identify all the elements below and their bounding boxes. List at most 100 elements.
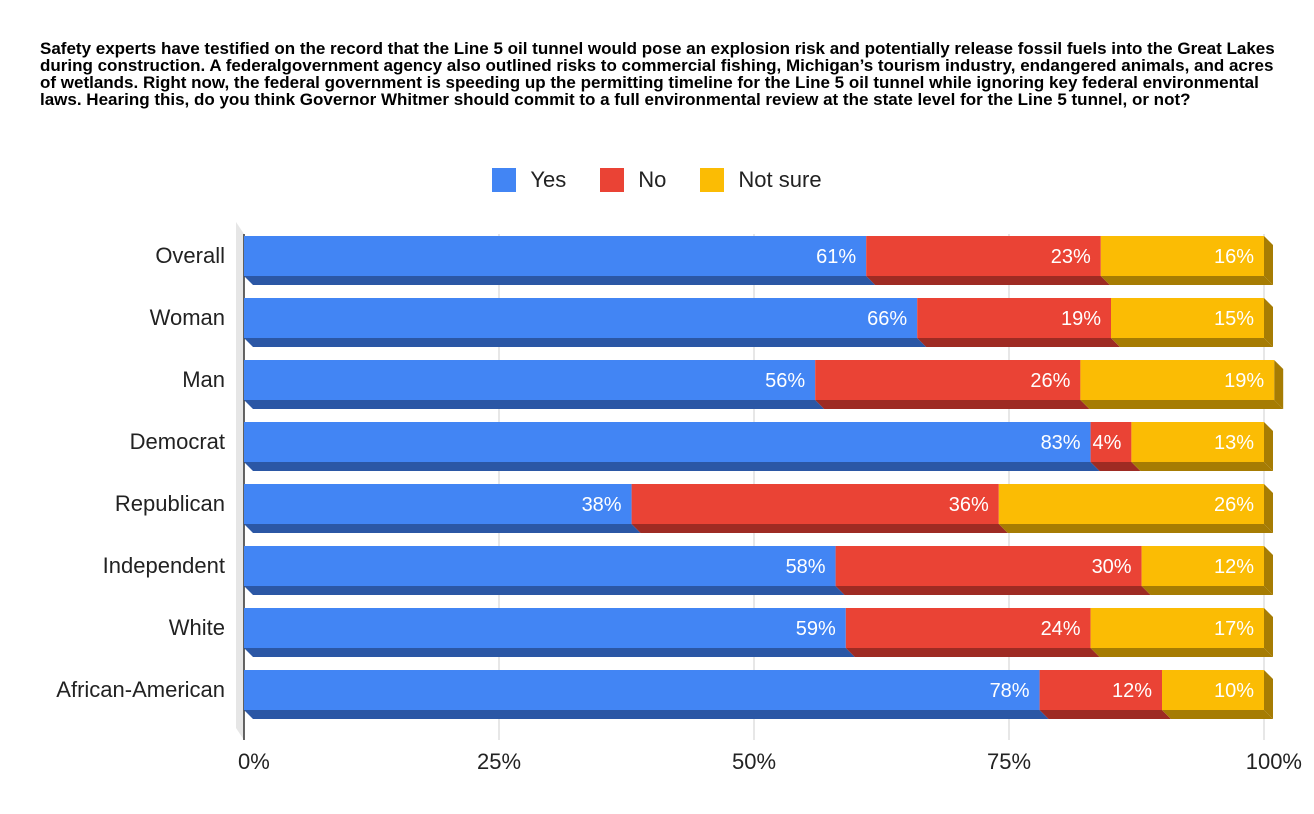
bar-african-american-not-sure	[1162, 670, 1264, 710]
bar-republican-no-bottom-face	[631, 524, 1008, 533]
bar-independent-yes-bottom-face	[244, 586, 845, 595]
data-label-republican-no: 36%	[949, 494, 989, 516]
plot-side-wall	[236, 222, 244, 740]
legend-item-no: No	[600, 167, 666, 193]
bar-overall-not-sure-bottom-face	[1100, 276, 1273, 285]
bar-democrat-not-sure-end-face	[1264, 422, 1273, 471]
bar-african-american-not-sure-end-face	[1264, 670, 1273, 719]
bar-woman-not-sure	[1111, 298, 1264, 338]
x-tick-label-25: 25%	[477, 749, 521, 774]
data-label-man-no: 26%	[1030, 370, 1070, 392]
legend-swatch-not-sure	[700, 168, 725, 192]
category-label-white: White	[169, 615, 225, 640]
bar-white-yes	[244, 608, 846, 648]
category-label-african-american: African-American	[56, 677, 225, 702]
bar-white-not-sure-end-face	[1264, 608, 1273, 657]
bar-white-yes-bottom-face	[244, 648, 855, 657]
bar-independent-yes	[244, 546, 836, 586]
legend: Yes No Not sure	[0, 166, 1314, 194]
legend-swatch-no	[600, 168, 625, 192]
legend-label-yes: Yes	[530, 167, 567, 192]
chart-title: Safety experts have testified on the rec…	[40, 39, 1275, 109]
bar-republican-no	[631, 484, 999, 524]
bar-democrat-not-sure	[1131, 422, 1264, 462]
bar-republican-not-sure-end-face	[1264, 484, 1273, 533]
bar-overall-not-sure	[1100, 236, 1264, 276]
data-label-african-american-not-sure: 10%	[1214, 680, 1254, 702]
bar-democrat-yes-bottom-face	[244, 462, 1100, 471]
data-label-african-american-no: 12%	[1112, 680, 1152, 702]
bar-overall-yes-bottom-face	[244, 276, 876, 285]
data-label-independent-yes: 58%	[786, 556, 826, 578]
category-label-man: Man	[182, 367, 225, 392]
legend-item-not-sure: Not sure	[700, 167, 822, 193]
legend-label-no: No	[638, 167, 667, 192]
bar-independent-no	[835, 546, 1142, 586]
category-label-republican: Republican	[115, 491, 225, 516]
bar-white-no	[845, 608, 1091, 648]
bar-man-not-sure-bottom-face	[1080, 400, 1284, 409]
bar-man-yes	[244, 360, 816, 400]
data-label-white-not-sure: 17%	[1214, 618, 1254, 640]
data-label-democrat-yes: 83%	[1041, 432, 1081, 454]
bar-african-american-no-bottom-face	[1039, 710, 1171, 719]
x-tick-label-100: 100%	[1246, 749, 1302, 774]
data-label-white-yes: 59%	[796, 618, 836, 640]
data-label-democrat-no: 4%	[1092, 432, 1121, 454]
bar-democrat-no-bottom-face	[1090, 462, 1141, 471]
x-tick-label-75: 75%	[987, 749, 1031, 774]
data-label-independent-no: 30%	[1092, 556, 1132, 578]
bar-democrat-not-sure-bottom-face	[1131, 462, 1273, 471]
category-label-woman: Woman	[150, 305, 225, 330]
x-tick-label-0: 0%	[238, 749, 270, 774]
data-label-republican-not-sure: 26%	[1214, 494, 1254, 516]
data-label-overall-no: 23%	[1051, 246, 1091, 268]
legend-label-not-sure: Not sure	[738, 167, 822, 192]
bar-overall-not-sure-end-face	[1264, 236, 1273, 285]
bar-man-not-sure-end-face	[1274, 360, 1284, 409]
bar-woman-yes-bottom-face	[244, 338, 927, 347]
bar-independent-no-bottom-face	[835, 586, 1151, 595]
data-label-man-yes: 56%	[765, 370, 805, 392]
bar-man-no	[815, 360, 1081, 400]
bar-republican-not-sure-bottom-face	[998, 524, 1273, 533]
data-label-independent-not-sure: 12%	[1214, 556, 1254, 578]
bar-white-not-sure	[1090, 608, 1264, 648]
bar-independent-not-sure-bottom-face	[1141, 586, 1273, 595]
legend-item-yes: Yes	[492, 167, 566, 193]
bar-woman-no	[917, 298, 1111, 338]
data-label-african-american-yes: 78%	[990, 680, 1030, 702]
bar-overall-no	[866, 236, 1101, 276]
bar-man-yes-bottom-face	[244, 400, 825, 409]
category-label-democrat: Democrat	[130, 429, 225, 454]
bar-man-not-sure	[1080, 360, 1275, 400]
bar-republican-not-sure	[998, 484, 1264, 524]
data-label-democrat-not-sure: 13%	[1214, 432, 1254, 454]
bar-white-not-sure-bottom-face	[1090, 648, 1273, 657]
bar-overall-no-bottom-face	[866, 276, 1110, 285]
bar-woman-yes	[244, 298, 918, 338]
bar-republican-yes-bottom-face	[244, 524, 641, 533]
data-label-overall-not-sure: 16%	[1214, 246, 1254, 268]
x-tick-label-50: 50%	[732, 749, 776, 774]
data-label-woman-no: 19%	[1061, 308, 1101, 330]
bar-african-american-not-sure-bottom-face	[1162, 710, 1273, 719]
data-label-overall-yes: 61%	[816, 246, 856, 268]
bar-overall-yes	[244, 236, 867, 276]
category-label-independent: Independent	[103, 553, 225, 578]
bar-white-no-bottom-face	[845, 648, 1100, 657]
data-label-man-not-sure: 19%	[1224, 370, 1264, 392]
data-label-republican-yes: 38%	[582, 494, 622, 516]
data-label-woman-yes: 66%	[867, 308, 907, 330]
category-label-overall: Overall	[155, 243, 225, 268]
data-label-white-no: 24%	[1041, 618, 1081, 640]
bar-republican-yes	[244, 484, 632, 524]
data-label-woman-not-sure: 15%	[1214, 308, 1254, 330]
bar-independent-not-sure-end-face	[1264, 546, 1273, 595]
bar-african-american-no	[1039, 670, 1162, 710]
bar-independent-not-sure	[1141, 546, 1264, 586]
bar-african-american-yes-bottom-face	[244, 710, 1049, 719]
bar-democrat-no	[1090, 422, 1132, 462]
bar-african-american-yes	[244, 670, 1040, 710]
